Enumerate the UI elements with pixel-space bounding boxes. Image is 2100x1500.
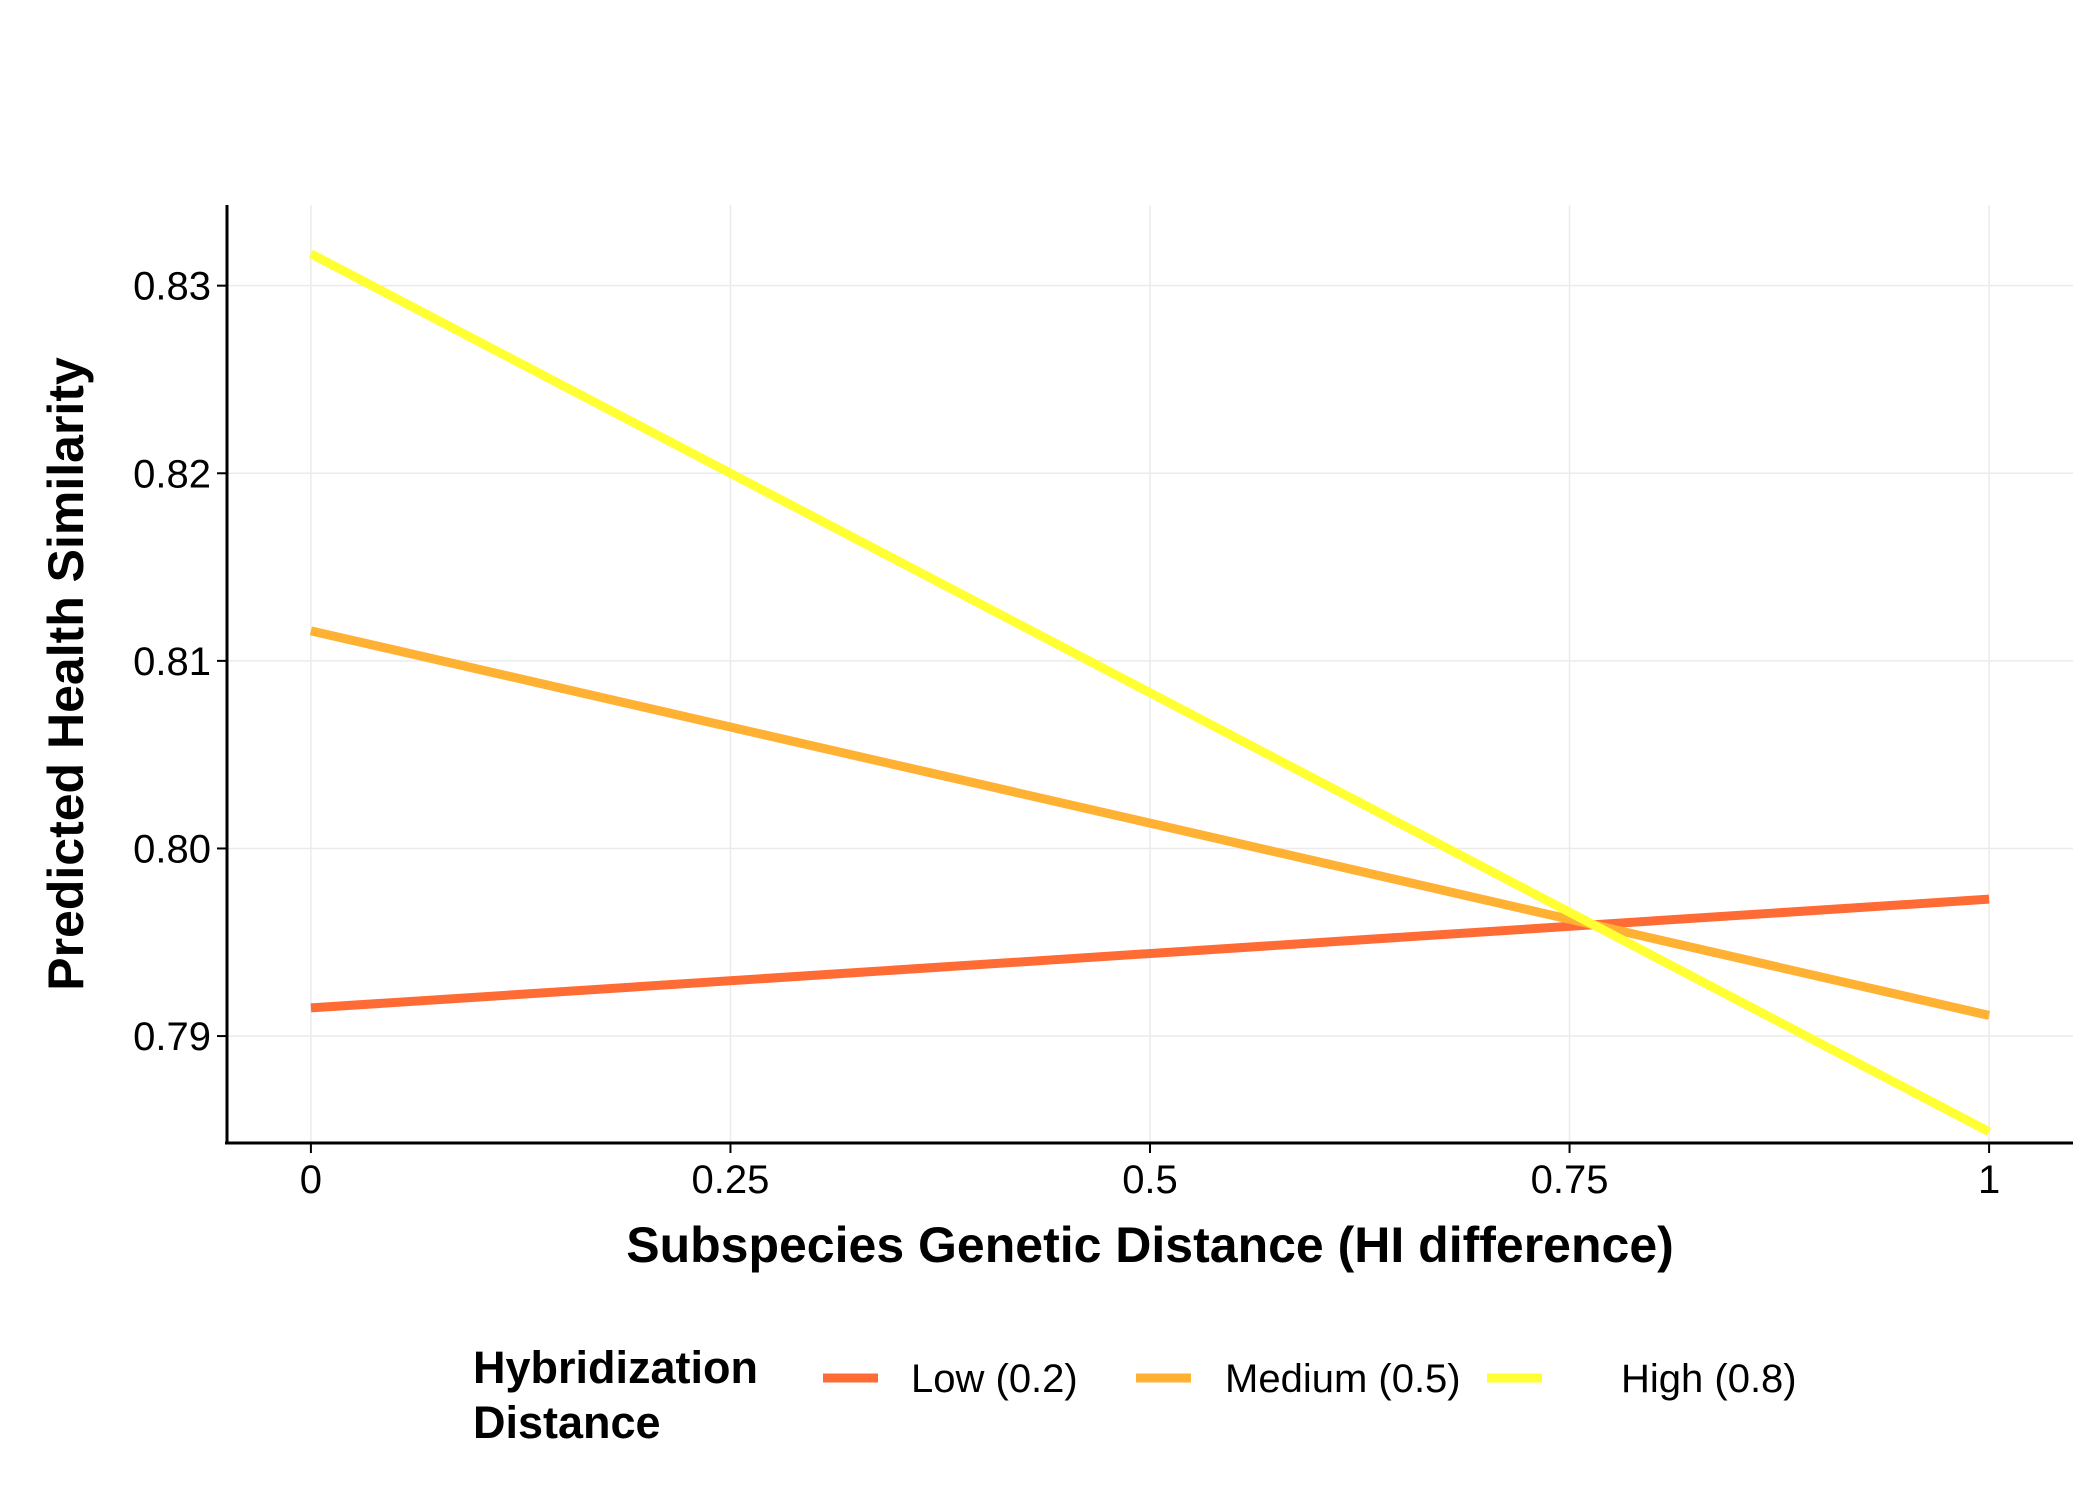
legend-label-medium: Medium (0.5) bbox=[1225, 1357, 1461, 1401]
y-tick-label-3: 0.82 bbox=[133, 452, 211, 496]
legend-items: Low (0.2) Medium (0.5) High (0.8) bbox=[823, 1357, 1797, 1401]
legend-title-line2: Distance bbox=[473, 1397, 661, 1448]
x-tick-label-0: 0 bbox=[300, 1158, 322, 1202]
y-tick-label-2: 0.81 bbox=[133, 640, 211, 684]
series-lines bbox=[308, 249, 1992, 1136]
legend-label-high: High (0.8) bbox=[1621, 1357, 1797, 1401]
y-axis-title: Predicted Health Similarity bbox=[38, 357, 94, 991]
grid-lines bbox=[227, 205, 2073, 1143]
x-tick-label-4: 1 bbox=[1978, 1158, 2000, 1202]
x-tick-label-3: 0.75 bbox=[1531, 1158, 1609, 1202]
y-axis-ticks: 0.79 0.80 0.81 0.82 0.83 bbox=[133, 265, 227, 1059]
y-tick-label-4: 0.83 bbox=[133, 265, 211, 309]
series-line-medium bbox=[309, 626, 1991, 1020]
x-axis-title: Subspecies Genetic Distance (HI differen… bbox=[626, 1217, 1674, 1273]
legend-label-low: Low (0.2) bbox=[911, 1357, 1078, 1401]
y-tick-label-0: 0.79 bbox=[133, 1015, 211, 1059]
legend-title-line1: Hybridization bbox=[473, 1342, 758, 1393]
series-line-low bbox=[310, 894, 1990, 1013]
y-tick-label-1: 0.80 bbox=[133, 827, 211, 871]
x-tick-label-2: 0.5 bbox=[1122, 1158, 1178, 1202]
series-line-high bbox=[308, 249, 1992, 1136]
legend: Hybridization Distance Low (0.2) Medium (… bbox=[473, 1342, 1797, 1448]
x-tick-label-1: 0.25 bbox=[692, 1158, 770, 1202]
x-axis-ticks: 0 0.25 0.5 0.75 1 bbox=[300, 1143, 2000, 1202]
